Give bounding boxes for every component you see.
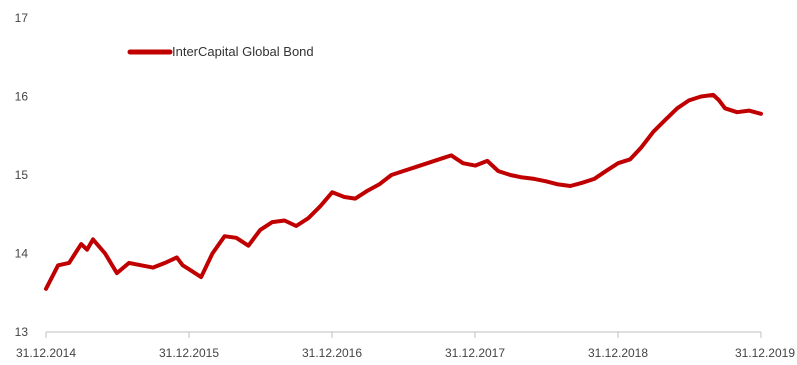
y-tick-label: 15 <box>15 168 29 182</box>
x-tick-label: 31.12.2018 <box>588 346 648 360</box>
y-tick-label: 16 <box>15 90 29 104</box>
x-axis-ticks <box>45 332 762 338</box>
y-tick-label: 13 <box>15 325 29 339</box>
x-tick-label: 31.12.2015 <box>159 346 219 360</box>
x-tick-label: 31.12.2017 <box>445 346 505 360</box>
y-axis-tick-labels: 13 14 15 16 17 <box>15 11 29 339</box>
y-tick-label: 17 <box>15 11 29 25</box>
legend: InterCapital Global Bond <box>127 44 314 59</box>
x-tick-label: 31.12.2014 <box>16 346 76 360</box>
series-line-intercapital-global-bond <box>44 92 763 291</box>
y-tick-label: 14 <box>15 247 29 261</box>
x-tick-label: 31.12.2019 <box>735 346 795 360</box>
x-axis-tick-labels: 31.12.2014 31.12.2015 31.12.2016 31.12.2017… <box>16 346 795 360</box>
x-tick-label: 31.12.2016 <box>302 346 362 360</box>
legend-label-intercapital-global-bond: InterCapital Global Bond <box>172 44 314 59</box>
series-group <box>44 92 763 291</box>
